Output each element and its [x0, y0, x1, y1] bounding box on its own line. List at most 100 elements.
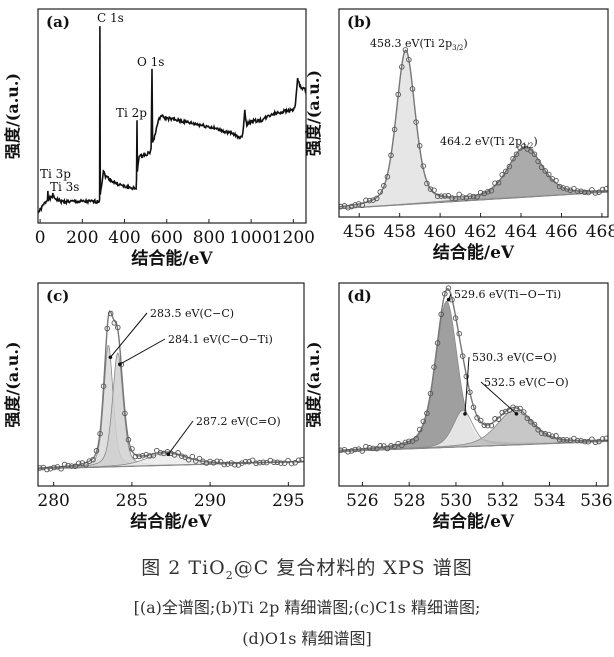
data-point	[585, 189, 592, 196]
peak-label: Ti 2p	[116, 106, 147, 120]
data-point	[65, 462, 71, 469]
data-point	[352, 446, 358, 453]
x-axis-label: 结合能/eV	[433, 242, 515, 263]
data-point	[578, 437, 584, 444]
y-axis-label: 强度/(a.u.)	[304, 341, 323, 427]
x-tick-label: 460	[424, 222, 456, 242]
data-point	[150, 452, 157, 459]
arrow-head	[118, 362, 122, 367]
data-point	[207, 458, 213, 465]
peak-label: Ti 3p	[40, 167, 71, 181]
data-point	[474, 194, 480, 200]
data-point	[391, 126, 398, 133]
data-point	[370, 445, 376, 452]
data-point	[281, 460, 288, 466]
data-point	[299, 456, 304, 463]
data-point	[477, 189, 484, 196]
data-point	[578, 188, 584, 195]
data-point	[520, 143, 527, 149]
data-point	[373, 445, 380, 452]
data-point	[363, 443, 369, 450]
data-point	[381, 443, 387, 449]
panel-b: 458.3 eV(Ti 2p3/2) 464.2 eV(Ti 2p1/2) 456 4…	[304, 8, 614, 263]
data-point	[381, 183, 387, 189]
x-tick-label: 458	[383, 222, 415, 242]
data-point	[596, 438, 602, 445]
data-point	[481, 422, 488, 429]
data-point	[139, 452, 146, 459]
data-point	[535, 158, 541, 165]
x-tick-label: 290	[194, 491, 226, 511]
data-point	[513, 151, 520, 157]
data-point	[424, 180, 430, 187]
data-point	[143, 451, 149, 458]
data-point	[402, 47, 409, 53]
x-tick-label: 534	[533, 491, 565, 511]
data-point	[474, 415, 480, 421]
axes-frame	[338, 8, 609, 218]
data-point	[175, 450, 181, 456]
data-point	[431, 187, 437, 193]
data-point	[535, 427, 541, 433]
data-point	[366, 197, 373, 204]
x-tick-label: 530	[440, 491, 472, 511]
data-point	[395, 91, 401, 98]
peak-label: 529.6 eV(Ti−O−Ti)	[454, 288, 561, 301]
data-point	[542, 431, 548, 437]
annotation-arrow	[167, 420, 194, 455]
data-point	[581, 438, 588, 445]
fitted-envelope	[339, 49, 608, 208]
data-point	[485, 188, 491, 195]
data-point	[107, 310, 114, 317]
data-point	[488, 422, 495, 429]
data-point	[467, 193, 473, 199]
data-point	[115, 324, 121, 331]
data-point	[531, 151, 538, 157]
x-tick-label: 400	[108, 228, 140, 248]
x-tick-label: 1200	[272, 228, 315, 248]
data-point	[560, 437, 566, 443]
data-point	[359, 448, 366, 454]
data-point	[517, 405, 523, 412]
data-point	[132, 453, 139, 460]
data-point	[503, 168, 509, 175]
plot-area	[339, 47, 608, 211]
peak-label: Ti 3s	[50, 180, 79, 194]
data-point	[249, 457, 256, 463]
data-point	[427, 186, 434, 192]
data-point	[538, 430, 545, 436]
data-point	[388, 443, 394, 449]
data-point	[93, 448, 100, 454]
data-point	[495, 416, 502, 422]
data-point	[345, 449, 351, 455]
x-tick-label: 464	[505, 222, 537, 242]
fitted-envelope	[339, 287, 608, 451]
data-point	[416, 426, 423, 433]
data-point	[589, 187, 595, 193]
annotation-arrow	[480, 381, 517, 415]
data-point	[452, 195, 459, 202]
data-point	[589, 436, 595, 442]
x-tick-label: 462	[464, 222, 496, 242]
data-point	[76, 460, 82, 466]
data-point	[146, 453, 153, 459]
panel-label: (a)	[46, 13, 70, 31]
data-point	[399, 64, 405, 70]
data-point	[377, 443, 383, 449]
data-point	[366, 445, 373, 451]
data-point	[157, 449, 164, 456]
data-point	[592, 190, 599, 196]
data-point	[599, 436, 606, 442]
peak-label: 284.1 eV(C−O−Ti)	[168, 333, 273, 346]
data-point	[285, 457, 291, 464]
data-point	[97, 430, 103, 437]
data-point	[503, 408, 509, 415]
plot-area	[38, 26, 306, 214]
x-axis-label: 结合能/eV	[433, 511, 515, 532]
data-point	[278, 460, 284, 466]
data-point	[424, 410, 430, 417]
data-point	[253, 460, 259, 467]
data-point	[499, 409, 505, 416]
